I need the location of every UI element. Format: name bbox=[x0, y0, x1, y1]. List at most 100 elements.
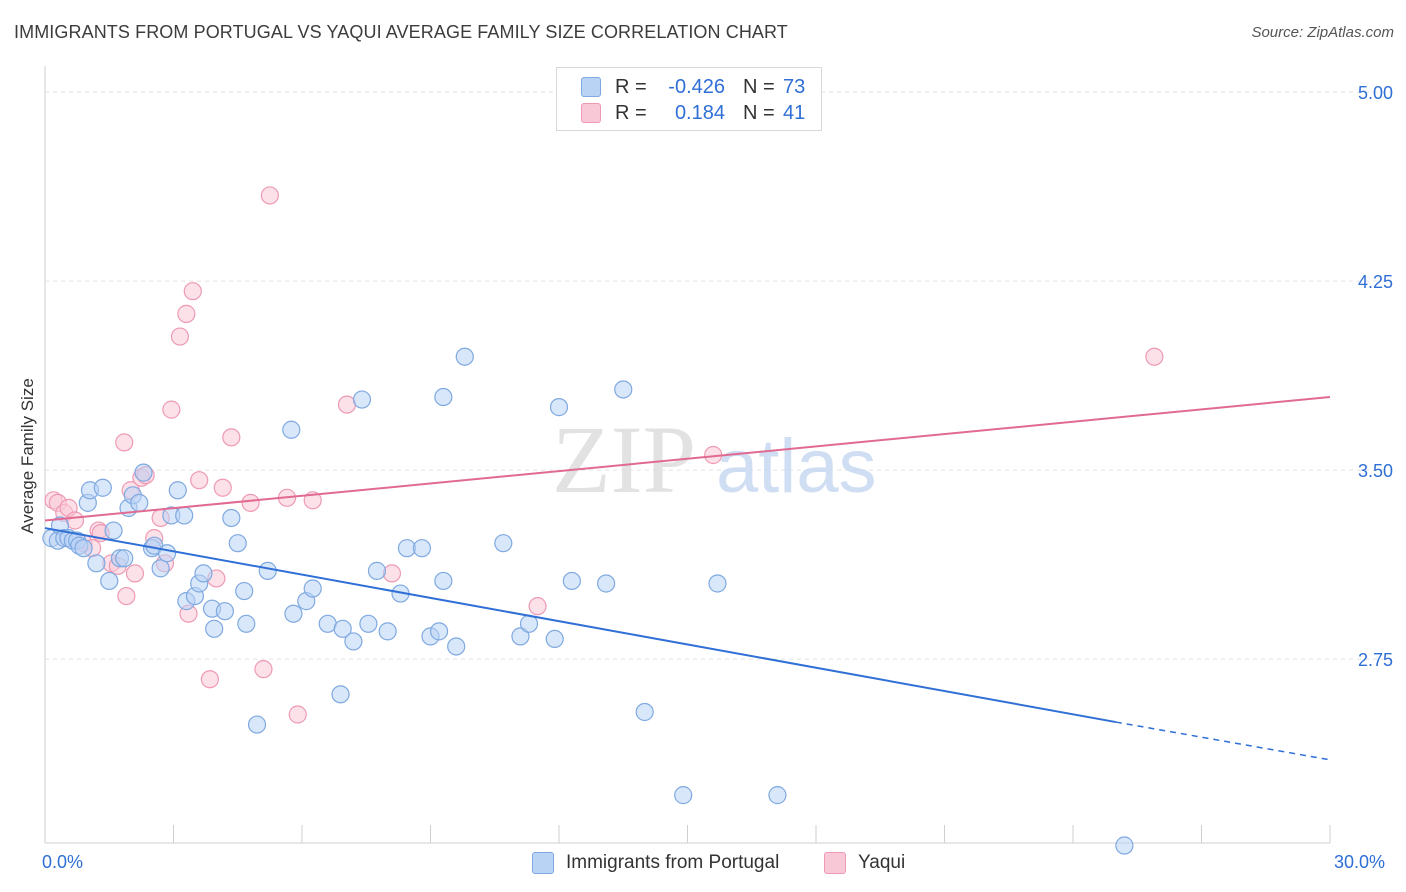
point-portugal bbox=[434, 571, 453, 591]
point-portugal bbox=[222, 508, 241, 528]
y-axis-label: Average Family Size bbox=[18, 378, 37, 534]
point-portugal bbox=[194, 564, 213, 583]
point-portugal bbox=[768, 786, 787, 805]
point-yaqui bbox=[213, 478, 232, 497]
point-yaqui bbox=[200, 670, 220, 689]
point-portugal bbox=[708, 574, 727, 593]
gridlines bbox=[45, 91, 1392, 660]
point-portugal bbox=[344, 632, 363, 651]
point-yaqui bbox=[222, 428, 241, 447]
point-portugal bbox=[614, 380, 633, 399]
legend-swatch-blue bbox=[581, 77, 601, 97]
stats-row-yaqui: R = 0.184 N = 41 bbox=[581, 101, 805, 125]
point-yaqui bbox=[382, 564, 402, 583]
point-yaqui bbox=[528, 597, 547, 616]
point-portugal bbox=[258, 561, 277, 580]
trend-line-portugal bbox=[44, 527, 1117, 724]
r-label: R = bbox=[615, 101, 647, 124]
legend-label: Yaqui bbox=[858, 852, 906, 873]
point-portugal bbox=[359, 614, 378, 633]
watermark-atlas: atlas bbox=[716, 424, 877, 509]
point-portugal bbox=[100, 571, 119, 591]
point-yaqui bbox=[254, 660, 273, 679]
point-yaqui bbox=[115, 433, 134, 452]
point-portugal bbox=[597, 574, 616, 593]
point-yaqui bbox=[1145, 347, 1164, 366]
point-portugal bbox=[333, 619, 352, 638]
legend-swatch-blue bbox=[532, 852, 554, 874]
point-portugal bbox=[378, 622, 397, 641]
legend-swatch-pink bbox=[824, 852, 846, 874]
trend-lines bbox=[44, 396, 1331, 761]
point-portugal bbox=[215, 602, 234, 621]
point-portugal bbox=[429, 622, 449, 641]
point-yaqui bbox=[117, 586, 136, 606]
point-portugal bbox=[151, 559, 170, 578]
stats-row-portugal: R = -0.426 N = 73 bbox=[581, 75, 805, 99]
y-tick-label: 5.00 bbox=[1358, 83, 1393, 103]
point-portugal bbox=[282, 420, 301, 439]
point-portugal bbox=[519, 614, 539, 633]
point-portugal bbox=[367, 561, 387, 580]
y-tick-labels: 2.75 3.50 4.25 5.00 bbox=[1358, 83, 1393, 670]
point-portugal bbox=[157, 544, 177, 563]
point-portugal bbox=[455, 347, 474, 366]
legend-item-portugal[interactable]: Immigrants from Portugal bbox=[532, 852, 779, 874]
trend-line-portugal-extension bbox=[1115, 721, 1331, 761]
point-portugal bbox=[228, 534, 247, 553]
point-yaqui bbox=[288, 705, 307, 724]
point-portugal bbox=[1115, 836, 1134, 855]
point-portugal bbox=[175, 506, 194, 525]
r-value: -0.426 bbox=[668, 75, 725, 98]
series-legend: Immigrants from Portugal Yaqui bbox=[0, 850, 1406, 880]
y-tick-label: 4.25 bbox=[1358, 272, 1393, 292]
point-portugal bbox=[134, 463, 153, 482]
legend-label: Immigrants from Portugal bbox=[566, 852, 780, 873]
point-portugal bbox=[331, 685, 350, 704]
point-yaqui bbox=[190, 471, 209, 490]
r-value: 0.184 bbox=[674, 101, 725, 124]
point-portugal bbox=[93, 478, 112, 497]
r-label: R = bbox=[615, 75, 647, 98]
point-portugal bbox=[549, 398, 569, 417]
point-portugal bbox=[303, 579, 322, 598]
point-portugal bbox=[87, 554, 106, 573]
point-yaqui bbox=[162, 400, 181, 419]
y-tick-label: 2.75 bbox=[1358, 650, 1393, 670]
point-portugal bbox=[115, 549, 134, 568]
y-tick-label: 3.50 bbox=[1358, 461, 1393, 481]
point-portugal bbox=[205, 619, 224, 638]
point-portugal bbox=[562, 571, 581, 591]
point-portugal bbox=[247, 715, 267, 734]
source-label: Source: ZipAtlas.com bbox=[1251, 24, 1394, 41]
point-portugal bbox=[237, 614, 256, 633]
stats-legend: R = -0.426 N = 73 R = 0.184 N = 41 bbox=[556, 67, 822, 131]
point-portugal bbox=[447, 637, 466, 656]
point-portugal bbox=[168, 481, 187, 500]
point-yaqui bbox=[241, 493, 260, 512]
legend-item-yaqui[interactable]: Yaqui bbox=[824, 852, 905, 874]
point-portugal bbox=[235, 581, 254, 601]
n-label: N = bbox=[743, 101, 775, 124]
point-portugal bbox=[412, 539, 432, 558]
x-tick-label-max: 30.0% bbox=[1334, 852, 1386, 872]
point-portugal bbox=[674, 786, 693, 805]
trend-line-yaqui bbox=[44, 396, 1331, 522]
point-portugal bbox=[130, 493, 149, 512]
point-yaqui bbox=[170, 327, 190, 346]
point-yaqui bbox=[177, 304, 196, 323]
chart-title: IMMIGRANTS FROM PORTUGAL VS YAQUI AVERAG… bbox=[14, 22, 788, 42]
point-portugal bbox=[284, 604, 303, 623]
x-tick-label-min: 0.0% bbox=[42, 852, 84, 872]
point-portugal bbox=[352, 390, 372, 409]
n-value: 41 bbox=[783, 101, 806, 124]
n-label: N = bbox=[743, 75, 775, 98]
point-portugal bbox=[434, 387, 453, 407]
point-yaqui bbox=[183, 282, 202, 301]
point-portugal bbox=[545, 629, 564, 649]
point-portugal bbox=[635, 702, 654, 722]
legend-swatch-pink bbox=[581, 103, 601, 123]
point-portugal bbox=[104, 521, 123, 540]
point-yaqui bbox=[125, 564, 145, 583]
